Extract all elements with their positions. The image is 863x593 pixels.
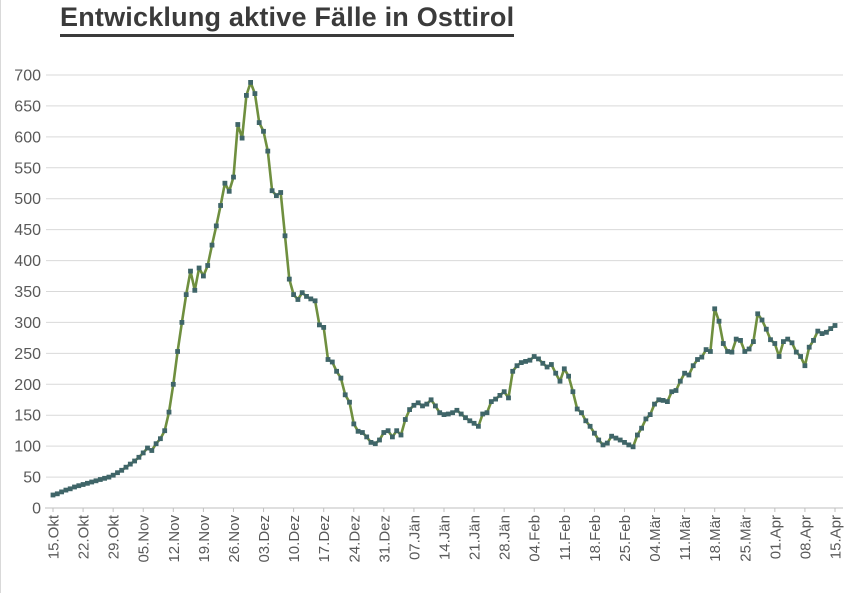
x-tick-label: 29.Okt <box>106 514 123 559</box>
x-tick-label: 31.Dez <box>376 515 393 563</box>
chart-title-text: Entwicklung aktive Fälle in Osttirol <box>60 2 515 37</box>
x-tick-label: 14.Jän <box>437 515 454 560</box>
x-tick-label: 28.Jän <box>497 515 514 560</box>
x-tick-label: 18.Feb <box>587 515 604 562</box>
x-tick-label: 22.Okt <box>76 514 93 559</box>
chart-title: Entwicklung aktive Fälle in Osttirol <box>60 2 515 37</box>
x-tick-label: 11.Feb <box>557 515 574 561</box>
data-markers <box>50 80 838 498</box>
y-tick-label: 350 <box>14 284 41 301</box>
y-tick-label: 700 <box>14 68 41 85</box>
x-tick-label: 10.Dez <box>286 515 303 563</box>
y-gridlines <box>46 74 843 478</box>
x-tick-label: 01.Apr <box>767 515 784 559</box>
x-axis-labels: 15.Okt 22.Okt 29.Okt 05.Nov 12.Nov 19.Nov 26.N… <box>46 514 845 562</box>
y-tick-label: 650 <box>14 98 41 115</box>
y-tick-label: 300 <box>14 315 41 332</box>
y-tick-label: 400 <box>14 253 41 270</box>
x-tick-label: 08.Apr <box>797 515 814 559</box>
y-tick-label: 600 <box>14 129 41 146</box>
x-tick-label: 17.Dez <box>316 515 333 563</box>
y-tick-label: 0 <box>32 501 41 518</box>
y-axis-labels: 0 50 100 150 200 250 300 350 400 450 500 550 600 650 7… <box>14 68 41 518</box>
x-tick-label: 26.Nov <box>226 515 243 563</box>
y-tick-label: 500 <box>14 191 41 208</box>
x-tick-label: 12.Nov <box>166 515 183 563</box>
y-tick-label: 450 <box>14 222 41 239</box>
x-tick-label: 15.Okt <box>46 514 63 559</box>
x-tick-label: 04.Feb <box>527 515 544 562</box>
x-tick-label: 25.Mär <box>737 515 754 562</box>
x-tick-label: 19.Nov <box>196 515 213 563</box>
x-tick-label: 03.Dez <box>256 515 273 563</box>
x-tick-label: 15.Apr <box>828 515 845 559</box>
y-tick-label: 100 <box>14 439 41 456</box>
y-tick-label: 150 <box>14 408 41 425</box>
x-tick-label: 11.Mär <box>677 515 694 561</box>
y-tick-label: 250 <box>14 346 41 363</box>
x-axis-ticks <box>52 508 836 512</box>
x-tick-label: 25.Feb <box>617 515 634 562</box>
x-tick-label: 07.Jän <box>406 515 423 560</box>
y-tick-label: 50 <box>23 470 41 487</box>
x-tick-label: 24.Dez <box>346 515 363 563</box>
x-tick-label: 18.Mär <box>707 515 724 562</box>
y-tick-label: 550 <box>14 160 41 177</box>
x-tick-label: 21.Jän <box>467 515 484 560</box>
data-line <box>51 81 837 497</box>
y-tick-label: 200 <box>14 377 41 394</box>
x-tick-label: 04.Mär <box>647 515 664 562</box>
x-tick-label: 05.Nov <box>136 515 153 563</box>
